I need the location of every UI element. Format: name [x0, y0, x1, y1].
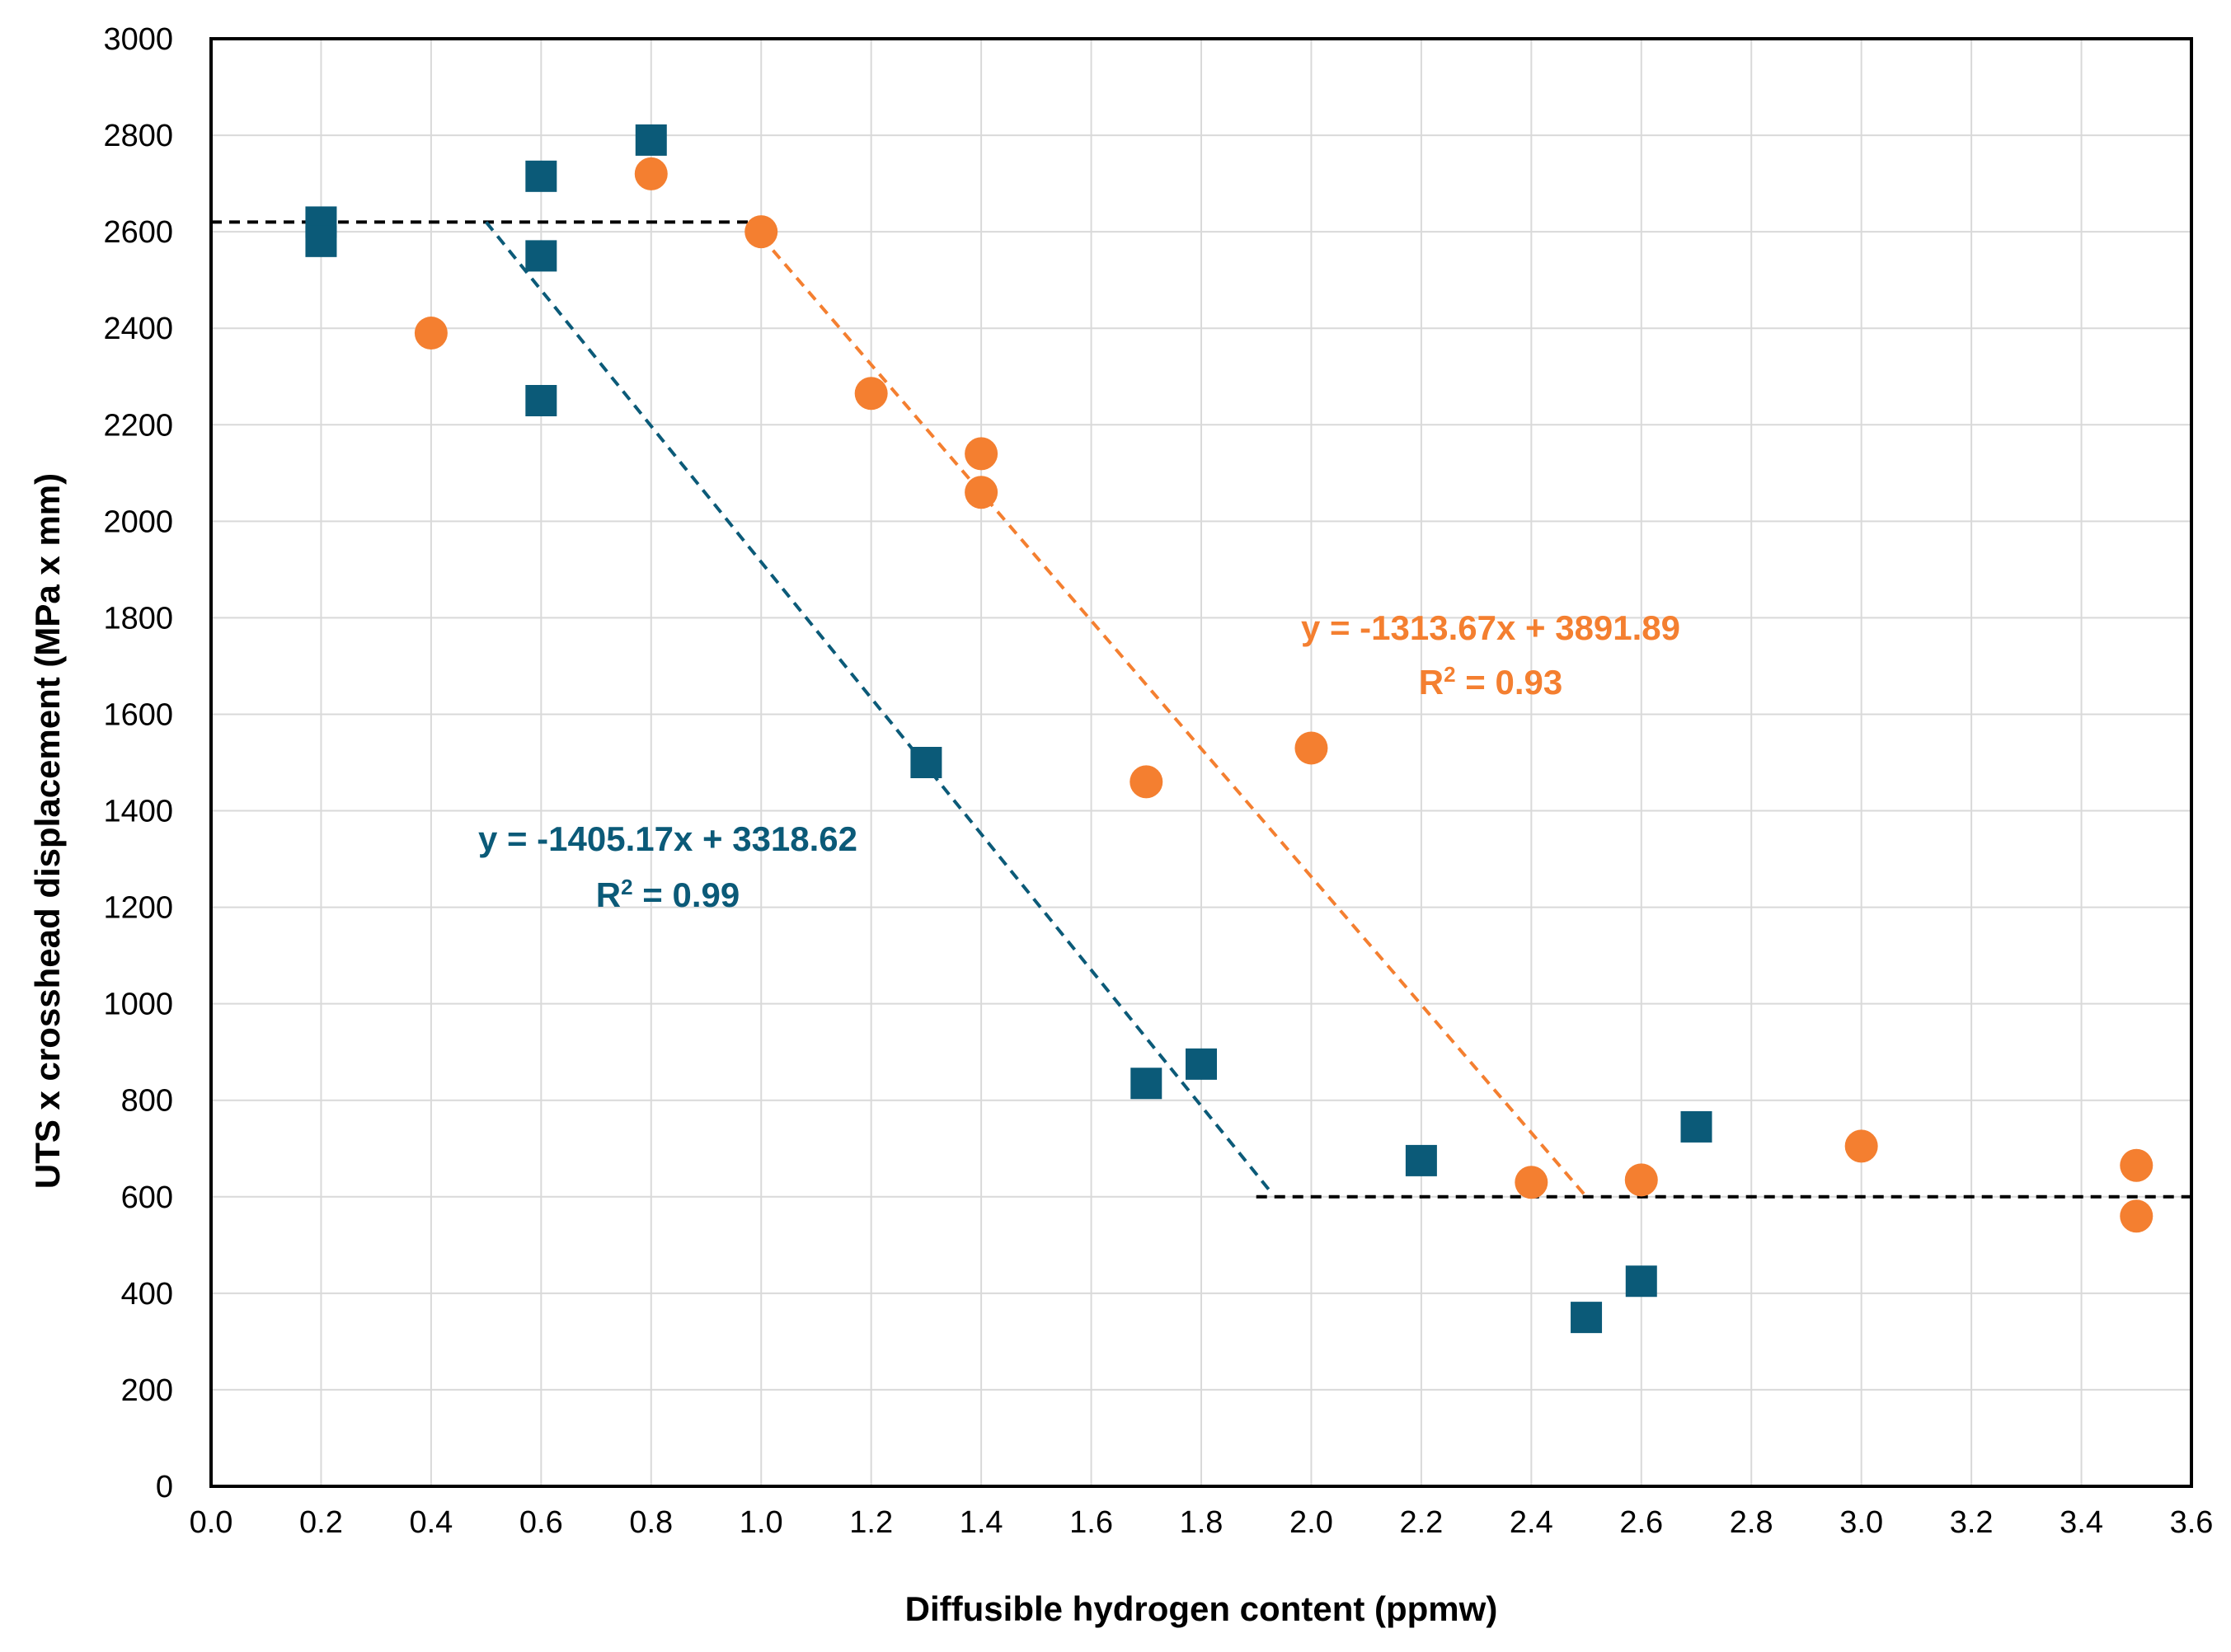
square-point: [910, 747, 942, 778]
x-tick-label: 1.0: [740, 1505, 783, 1540]
square-point: [1405, 1144, 1437, 1176]
plot-area-border: [209, 37, 2193, 1488]
x-tick-label: 3.2: [1950, 1505, 1994, 1540]
circle-point: [965, 476, 998, 509]
y-tick-label: 600: [121, 1180, 173, 1215]
blue-fit-annotation: y = -1405.17x + 3318.62 R2 = 0.99: [478, 819, 857, 914]
blue-fit-line: [485, 221, 1275, 1196]
x-tick-label: 0.4: [409, 1505, 453, 1540]
orange-fit-line: [759, 235, 1588, 1199]
circle-point: [1844, 1129, 1878, 1163]
x-tick-label: 0.6: [519, 1505, 563, 1540]
square-point: [1625, 1265, 1657, 1298]
fit-lines: [211, 220, 2191, 1199]
data-markers: [305, 124, 2154, 1334]
x-tick-label: 2.8: [1730, 1505, 1773, 1540]
y-tick-label: 1400: [103, 795, 173, 829]
circle-point: [744, 215, 778, 249]
y-tick-label: 1600: [103, 697, 173, 732]
x-tick-label: 1.6: [1069, 1505, 1113, 1540]
y-tick-label: 1800: [103, 601, 173, 636]
y-tick-label: 2200: [103, 408, 173, 443]
blue-fit-equation: y = -1405.17x + 3318.62: [478, 819, 857, 858]
circle-point: [414, 317, 448, 350]
x-tick-label: 2.2: [1399, 1505, 1443, 1540]
square-point: [1571, 1302, 1603, 1334]
x-tick-label: 1.2: [849, 1505, 893, 1540]
y-tick-label: 3000: [103, 22, 173, 57]
square-point: [525, 240, 557, 272]
orange-r2-sup: 2: [1444, 662, 1455, 687]
x-tick-label: 3.4: [2060, 1505, 2103, 1540]
blue-r2-value: = 0.99: [633, 875, 740, 914]
x-tick-label: 2.4: [1510, 1505, 1553, 1540]
blue-r2-label: R: [596, 875, 621, 914]
square-point: [1130, 1068, 1162, 1100]
circle-point: [2120, 1199, 2154, 1233]
circle-point: [1294, 731, 1328, 765]
y-tick-label: 1200: [103, 891, 173, 926]
x-tick-label: 1.4: [960, 1505, 1003, 1540]
orange-r2-value: = 0.93: [1456, 663, 1563, 702]
y-tick-label: 200: [121, 1373, 173, 1408]
orange-r2-label: R: [1419, 663, 1444, 702]
x-tick-label: 3.0: [1839, 1505, 1883, 1540]
blue-r2-sup: 2: [621, 875, 632, 899]
orange-fit-equation: y = -1313.67x + 3891.89: [1301, 608, 1680, 647]
square-point: [1680, 1110, 1712, 1143]
circle-point: [1130, 765, 1163, 799]
x-tick-label: 0.8: [629, 1505, 673, 1540]
square-point: [525, 385, 557, 416]
square-point: [305, 225, 337, 257]
x-tick-label: 0.2: [299, 1505, 343, 1540]
circle-point: [965, 437, 998, 471]
square-point: [635, 124, 667, 156]
y-tick-label: 2800: [103, 119, 173, 153]
orange-fit-annotation: y = -1313.67x + 3891.89 R2 = 0.93: [1301, 608, 1680, 702]
x-tick-label: 2.6: [1619, 1505, 1663, 1540]
square-point: [1186, 1048, 1217, 1080]
y-tick-label: 1000: [103, 988, 173, 1022]
y-tick-label: 2000: [103, 505, 173, 539]
circle-point: [2120, 1148, 2154, 1182]
circle-point: [854, 377, 888, 411]
blue-fit-r2: R2 = 0.99: [596, 875, 740, 914]
square-point: [525, 160, 557, 192]
x-tick-label: 1.8: [1180, 1505, 1224, 1540]
circle-point: [634, 157, 668, 190]
y-tick-label: 0: [156, 1470, 173, 1504]
x-axis-title: Diffusible hydrogen content (ppmw): [905, 1589, 1498, 1628]
x-axis-ticks: 0.0 0.2 0.4 0.6 0.8 1.0 1.2 1.4 1.6 1.8 2.0 2.2 2.4 2…: [190, 1505, 2214, 1540]
y-axis-title: UTS x crosshead displacement (MPa x mm): [28, 473, 67, 1189]
x-tick-label: 3.6: [2170, 1505, 2214, 1540]
circle-point: [1515, 1166, 1548, 1199]
x-tick-label: 0.0: [190, 1505, 233, 1540]
y-tick-label: 2400: [103, 312, 173, 346]
y-axis-ticks: 0 200 400 600 800 1000 1200 1400 1600 1800 2000 220…: [103, 22, 173, 1504]
x-tick-label: 2.0: [1289, 1505, 1333, 1540]
y-tick-label: 2600: [103, 215, 173, 250]
circle-point: [1624, 1163, 1658, 1197]
y-tick-label: 800: [121, 1084, 173, 1119]
orange-fit-r2: R2 = 0.93: [1419, 662, 1562, 702]
y-tick-label: 400: [121, 1277, 173, 1312]
